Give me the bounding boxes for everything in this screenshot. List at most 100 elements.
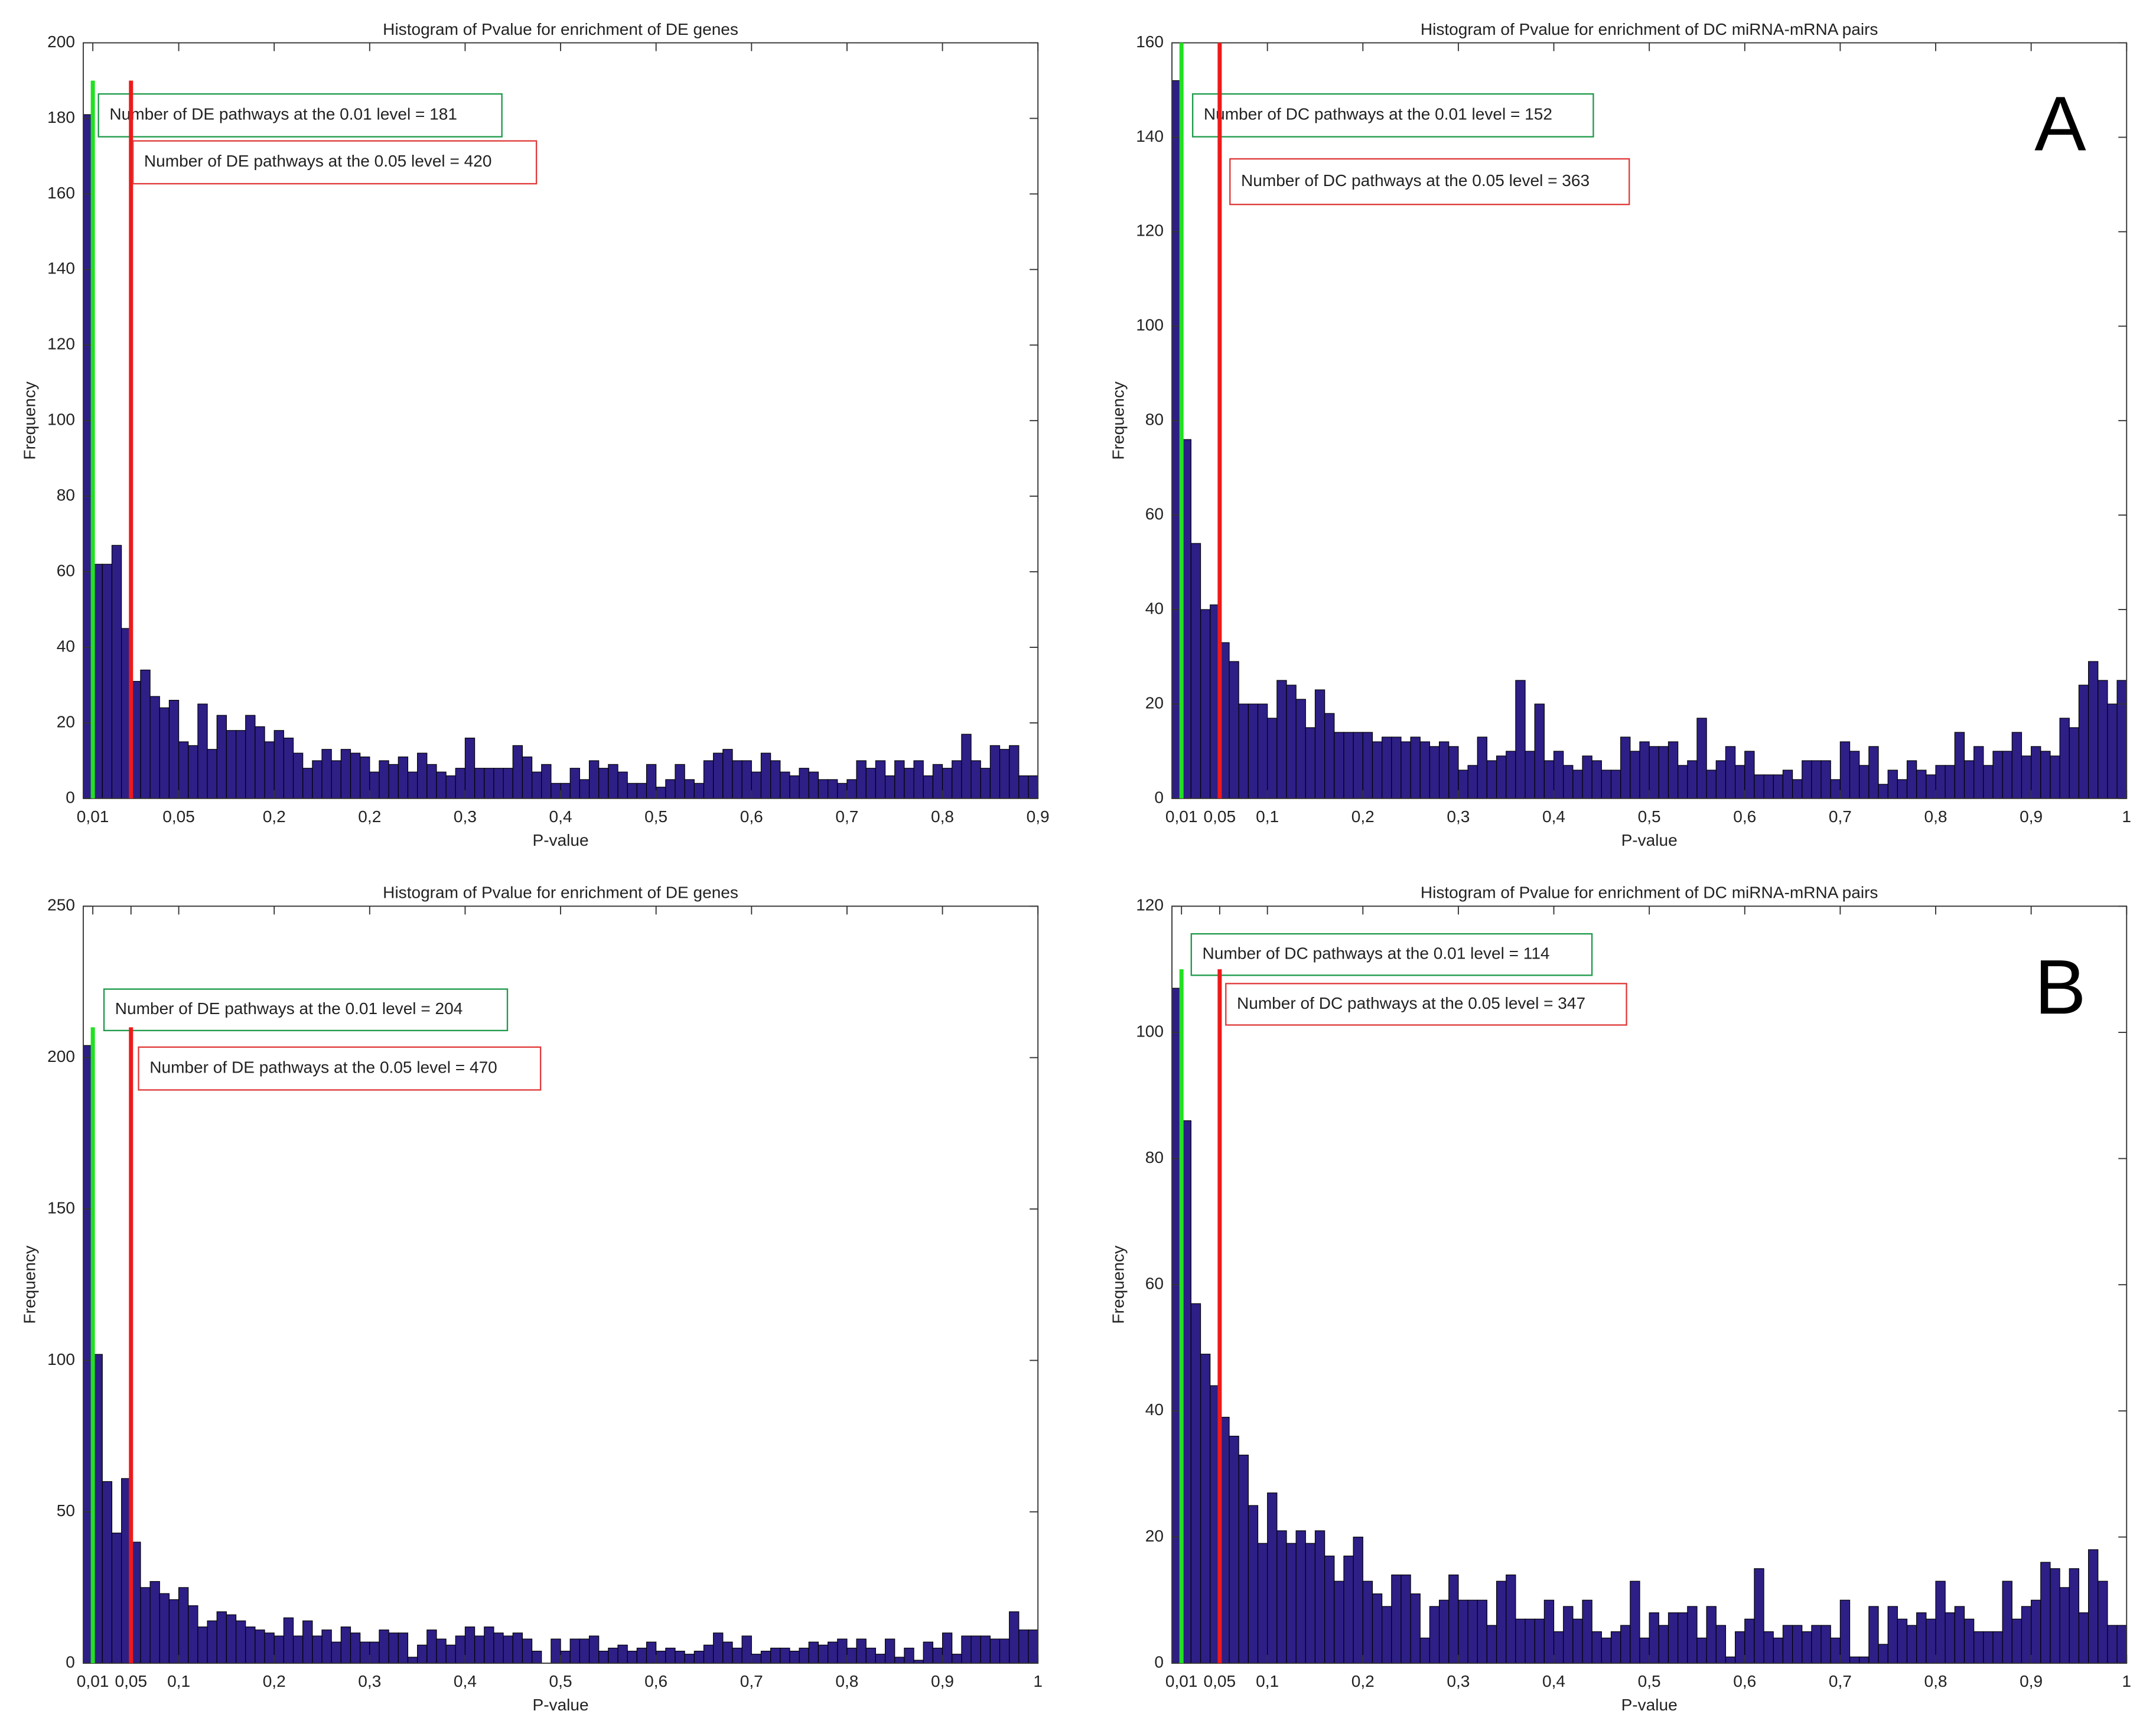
bar [722, 749, 733, 799]
bar [1983, 765, 1994, 799]
bar [732, 1647, 742, 1664]
bar [2098, 1580, 2108, 1664]
y-tick-label: 80 [1145, 1148, 1164, 1166]
x-tick-label: 0,1 [1256, 807, 1279, 826]
bar [350, 1632, 361, 1664]
bar [283, 737, 294, 799]
bar [1525, 751, 1535, 799]
bar [2116, 680, 2127, 799]
bar [770, 1647, 781, 1664]
bar [1439, 741, 1450, 799]
panel-label: B [2034, 943, 2086, 1030]
bar [1630, 1580, 1640, 1664]
bar [1334, 1580, 1344, 1664]
bar [952, 760, 962, 799]
bar [388, 764, 399, 799]
y-tick-label: 250 [47, 896, 75, 914]
annotation-box [103, 988, 509, 1032]
bar [1744, 1618, 1755, 1664]
bar [1267, 718, 1278, 799]
y-tick-label: 140 [47, 259, 75, 278]
bar [445, 1644, 456, 1664]
bar [350, 752, 361, 799]
bar [617, 771, 628, 799]
bar [1782, 770, 1793, 799]
bar [1610, 770, 1621, 799]
bar [1238, 1455, 1249, 1664]
bar [1362, 1580, 1373, 1664]
bar [1429, 1606, 1440, 1664]
bar [2031, 1599, 2041, 1664]
bar [207, 749, 217, 799]
bar [321, 1630, 332, 1664]
bar [751, 771, 762, 799]
bar [1401, 1574, 1411, 1664]
x-tick-label: 0,5 [1638, 1672, 1661, 1690]
bar [999, 749, 1010, 799]
y-tick-label: 100 [47, 1350, 75, 1368]
bar [455, 768, 466, 799]
x-tick-label: 0,2 [1351, 1672, 1375, 1690]
bar [1983, 1631, 1994, 1664]
bar [1811, 1625, 1822, 1664]
bar [1926, 1618, 1936, 1664]
bar [1591, 760, 1602, 799]
bar [503, 768, 513, 799]
bar [245, 715, 256, 799]
bar [321, 749, 332, 799]
x-tick-label: 0,3 [1447, 1672, 1470, 1690]
bar [292, 1635, 304, 1664]
bar [216, 715, 227, 799]
bar [1362, 732, 1373, 799]
bar [360, 756, 370, 799]
bar [837, 1638, 848, 1664]
bar [1458, 770, 1468, 799]
bar [684, 1654, 695, 1664]
bar [579, 1638, 590, 1664]
bar [1992, 751, 2003, 799]
bar [474, 1635, 485, 1664]
bar [560, 783, 571, 799]
bar [1849, 751, 1860, 799]
annotation-box [1229, 158, 1630, 206]
bar [168, 700, 180, 799]
bar [1687, 1606, 1698, 1664]
bar [1543, 1599, 1555, 1664]
bar [1687, 760, 1698, 799]
bar [522, 756, 533, 799]
bar [1715, 760, 1727, 799]
y-tick-label: 160 [47, 184, 75, 202]
bar [1324, 713, 1335, 799]
bar [503, 1635, 513, 1664]
x-tick-label: 1 [2122, 807, 2131, 826]
y-tick-label: 80 [57, 486, 75, 504]
bar [1009, 745, 1020, 799]
bar [512, 745, 523, 799]
bar [2021, 1606, 2032, 1664]
bar [551, 1638, 561, 1664]
bar [1859, 1656, 1870, 1664]
bar [140, 1587, 151, 1664]
x-tick-label: 0,3 [358, 1672, 381, 1690]
bar [961, 734, 972, 799]
bar [1515, 680, 1526, 799]
annotation-text: Number of DC pathways at the 0.01 level … [1204, 105, 1552, 123]
bar [302, 768, 313, 799]
bar [1305, 727, 1316, 799]
x-tick-label: 0,9 [1027, 807, 1050, 826]
bar [1401, 741, 1411, 799]
plot-frame [1171, 42, 2128, 799]
bar [1973, 746, 1984, 799]
x-axis-label: P-value [1621, 1696, 1678, 1714]
bar [331, 760, 341, 799]
bar [1868, 746, 1879, 799]
x-tick-label: 0,2 [263, 1672, 286, 1690]
bar [2059, 1587, 2070, 1664]
x-tick-label: 0,05 [162, 807, 195, 826]
bar [789, 775, 800, 799]
bar [1906, 1625, 1917, 1664]
bar [1477, 1599, 1487, 1664]
bar [464, 737, 476, 799]
bar [1954, 1606, 1965, 1664]
